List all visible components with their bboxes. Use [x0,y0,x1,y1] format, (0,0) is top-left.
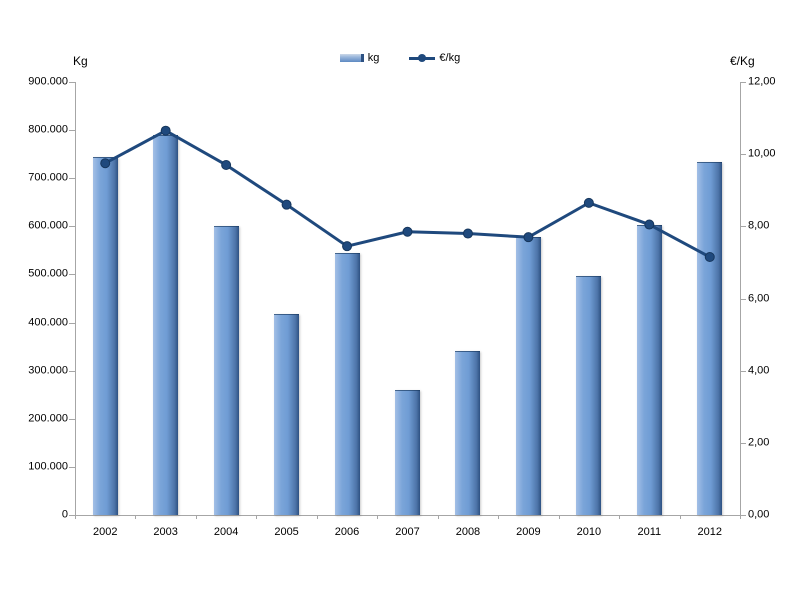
line-point-2007 [402,226,413,237]
legend-label-kg: kg [367,52,380,64]
legend-item-eur-per-kg: €/kg [409,52,460,64]
y-right-tick-label: 2,00 [748,436,770,449]
x-axis-tick-label: 2007 [395,526,420,538]
bar-kg-2011 [636,225,662,515]
x-axis-tick-label: 2002 [92,526,118,538]
x-axis-tick-label: 2008 [455,526,481,538]
x-axis-tick-label: 2012 [697,526,722,538]
y-right-tick-label: 12,00 [748,75,776,88]
line-point-2006 [342,241,353,252]
y-left-tick-mark [69,82,75,83]
y-right-tick-mark [740,226,746,228]
x-axis-tick-mark [437,515,439,519]
y-right-tick-label: 8,00 [748,219,770,232]
line-point-2003 [160,125,171,136]
y-right-tick-mark [740,515,746,516]
x-axis-line [75,515,741,516]
chart-legend: kg €/kg [0,52,800,64]
x-axis-tick-mark [498,515,500,519]
line-point-2008 [462,228,473,239]
x-axis-tick-label: 2005 [274,526,299,538]
x-axis-tick-mark [256,515,258,519]
bar-series-swatch-icon [339,54,364,62]
y-left-tick-label: 400.000 [28,316,68,329]
y-left-tick-mark [69,418,75,420]
y-right-tick-label: 6,00 [748,292,770,304]
bar-kg-2009 [515,237,541,515]
y-right-tick-mark [740,442,746,444]
eur-per-kg-line [104,129,711,259]
y-right-tick-mark [740,370,746,372]
left-axis-line [75,82,76,516]
bar-kg-2008 [455,351,481,515]
y-left-tick-label: 500.000 [28,267,68,280]
right-axis-title: €/Kg [730,54,755,68]
bar-kg-2002 [92,156,118,515]
y-left-tick-mark [69,322,75,324]
y-left-tick-label: 0 [61,508,68,521]
x-axis-tick-label: 2006 [334,526,360,538]
y-left-tick-label: 300.000 [28,364,68,377]
bar-kg-2004 [213,226,239,515]
x-axis-tick-label: 2004 [213,526,239,538]
y-left-tick-label: 600.000 [28,219,68,232]
y-left-tick-mark [69,178,75,180]
x-axis-tick-label: 2003 [153,526,178,538]
bar-kg-2006 [334,253,360,515]
y-left-tick-label: 800.000 [28,123,68,136]
bar-kg-2005 [274,314,300,515]
y-left-tick-mark [69,515,75,516]
bar-kg-2003 [153,134,179,515]
y-left-tick-mark [69,226,75,228]
y-right-tick-label: 4,00 [748,364,770,377]
y-left-tick-label: 100.000 [28,460,68,473]
x-axis-tick-mark [619,515,621,519]
line-point-2005 [281,199,292,210]
left-axis-title: Kg [73,54,88,68]
y-right-tick-mark [740,298,746,300]
y-left-tick-label: 900.000 [28,75,68,88]
y-left-tick-mark [69,466,75,468]
line-point-2004 [221,159,232,170]
x-axis-tick-label: 2009 [516,526,541,538]
x-axis-tick-mark [195,515,197,519]
x-axis-tick-mark [558,515,560,519]
x-axis-tick-mark [740,515,741,519]
y-right-tick-label: 0,00 [748,508,770,521]
y-right-tick-mark [740,82,746,83]
legend-label-eur-per-kg: €/kg [439,52,461,64]
bar-kg-2007 [395,389,420,515]
y-left-tick-label: 200.000 [28,412,68,425]
x-axis-tick-mark [75,515,76,519]
y-right-tick-mark [740,154,746,156]
line-marker-icon [418,53,427,62]
x-axis-tick-mark [135,515,137,519]
x-axis-tick-mark [679,515,681,519]
y-left-tick-mark [69,370,75,372]
x-axis-tick-label: 2011 [637,526,662,538]
y-left-tick-label: 700.000 [28,171,68,184]
line-point-2010 [583,197,594,208]
bar-kg-2010 [576,275,602,515]
x-axis-tick-label: 2010 [576,526,602,538]
x-axis-tick-mark [316,515,318,519]
y-right-tick-label: 10,00 [748,147,776,160]
y-left-tick-mark [69,274,75,276]
line-series-swatch-icon [409,53,436,62]
x-axis-tick-mark [377,515,379,519]
bar-kg-2012 [697,162,723,515]
legend-item-kg: kg [339,52,380,64]
y-left-tick-mark [69,130,75,132]
